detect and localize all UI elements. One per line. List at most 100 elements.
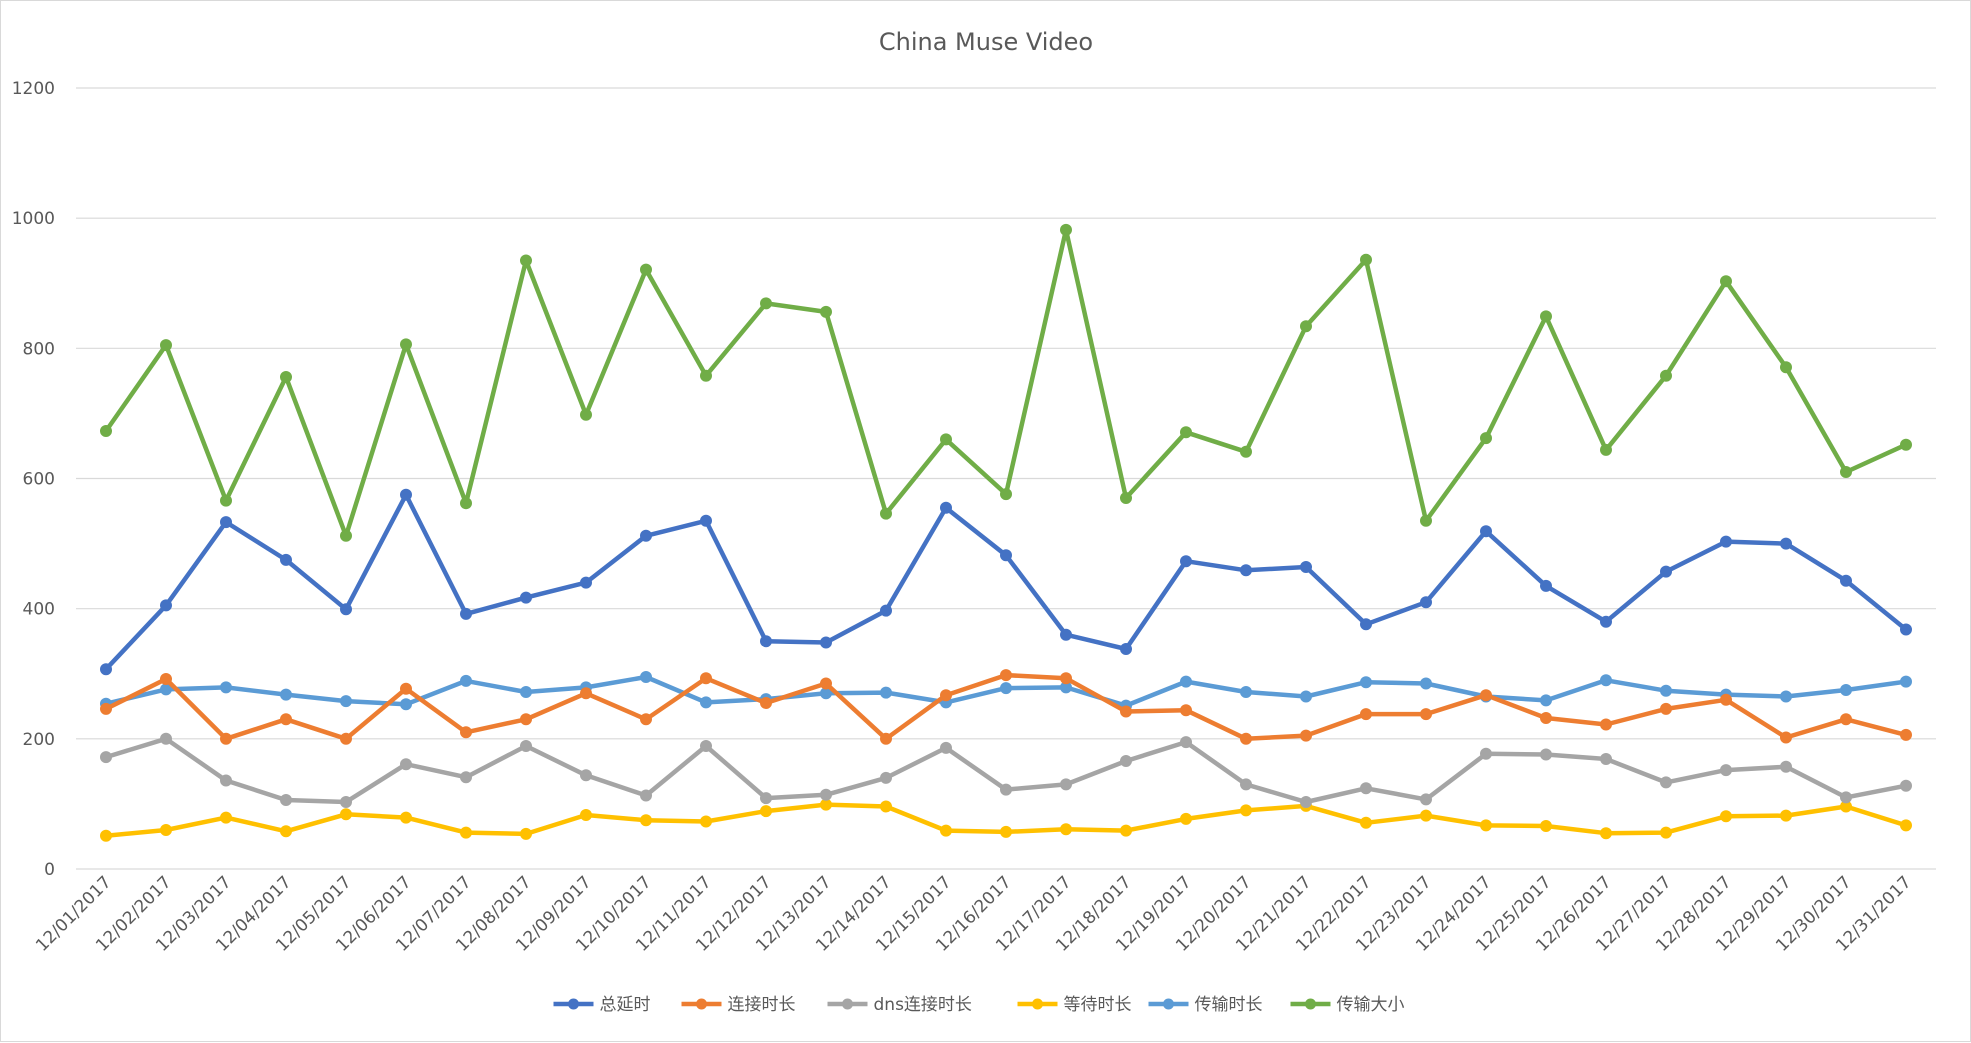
data-point (700, 696, 712, 709)
data-point (640, 263, 652, 276)
data-point (220, 732, 232, 745)
data-point (1060, 628, 1072, 641)
data-point (1540, 310, 1552, 323)
data-point (1600, 753, 1612, 765)
data-point (1060, 823, 1072, 836)
data-point (640, 789, 652, 802)
legend-item: 传输时长 (1148, 995, 1263, 1015)
data-point (280, 825, 292, 838)
data-point (1720, 535, 1732, 548)
legend-label: 连接时长 (728, 995, 796, 1015)
data-point (1720, 275, 1732, 288)
data-point (1540, 748, 1552, 761)
y-tick-label: 0 (44, 860, 55, 880)
legend-item: 总延时 (553, 995, 651, 1015)
data-point (1780, 361, 1792, 374)
data-point (1780, 809, 1792, 822)
data-point (220, 811, 232, 824)
series (100, 223, 1912, 542)
data-point (640, 671, 652, 683)
data-point (1180, 704, 1192, 717)
data-point (100, 702, 112, 715)
legend-label: 等待时长 (1064, 995, 1132, 1015)
data-point (1360, 253, 1372, 266)
legend: 总延时 连接时长 dns连接时长 等待时长 传输时长 传输大小 (553, 995, 1405, 1015)
data-point (1660, 826, 1672, 839)
data-point (520, 591, 532, 604)
data-point (760, 792, 772, 805)
data-point (100, 663, 112, 676)
series-line (103, 492, 1909, 672)
data-point (1900, 779, 1912, 792)
data-point (1240, 445, 1252, 458)
data-point (1480, 747, 1492, 760)
legend-item: 等待时长 (1017, 995, 1132, 1015)
data-point (340, 732, 352, 745)
data-point (1660, 369, 1672, 382)
data-point (580, 769, 592, 782)
data-point (1300, 320, 1312, 333)
data-point (1600, 443, 1612, 456)
data-point (520, 713, 532, 726)
data-point (1900, 819, 1912, 832)
data-point (940, 741, 952, 754)
data-point (400, 682, 412, 695)
data-point (1360, 816, 1372, 829)
data-point (1720, 764, 1732, 777)
data-point (640, 814, 652, 827)
data-point (1840, 574, 1852, 587)
data-point (1600, 718, 1612, 731)
data-point (1360, 782, 1372, 795)
data-point (1540, 579, 1552, 592)
data-point (1300, 561, 1312, 573)
data-point (1000, 825, 1012, 838)
data-point (1660, 776, 1672, 789)
data-point (460, 726, 472, 739)
data-point (1240, 778, 1252, 791)
data-point (1000, 783, 1012, 796)
legend-marker (696, 998, 707, 1010)
data-point (1900, 623, 1912, 636)
data-point (160, 339, 172, 352)
data-point (160, 824, 172, 836)
data-point (1360, 708, 1372, 721)
data-point (1900, 438, 1912, 451)
data-point (280, 688, 292, 701)
data-point (340, 808, 352, 821)
data-point (400, 758, 412, 771)
legend-marker (568, 998, 579, 1010)
data-point (1780, 537, 1792, 550)
data-point (760, 635, 772, 648)
data-point (880, 771, 892, 784)
legend-marker (1305, 998, 1316, 1010)
data-point (1420, 514, 1432, 527)
data-point (1060, 223, 1072, 236)
data-point (640, 713, 652, 726)
data-point (580, 408, 592, 421)
data-point (1600, 615, 1612, 628)
y-tick-label: 600 (23, 470, 55, 490)
data-point (1180, 736, 1192, 749)
data-point (1660, 684, 1672, 697)
data-point (160, 732, 172, 745)
data-point (1420, 809, 1432, 822)
data-point (1660, 702, 1672, 715)
legend-marker (1032, 998, 1043, 1010)
y-tick-label: 1200 (12, 79, 55, 99)
data-point (280, 553, 292, 566)
data-point (1060, 778, 1072, 791)
data-point (280, 713, 292, 726)
data-point (760, 805, 772, 818)
data-point (340, 695, 352, 708)
data-point (1420, 677, 1432, 690)
data-point (820, 305, 832, 318)
data-point (640, 529, 652, 542)
data-point (340, 796, 352, 808)
data-point (100, 751, 112, 764)
data-point (1000, 669, 1012, 682)
data-point (340, 603, 352, 616)
data-point (820, 788, 832, 801)
data-point (1360, 676, 1372, 689)
legend-marker (842, 998, 853, 1010)
